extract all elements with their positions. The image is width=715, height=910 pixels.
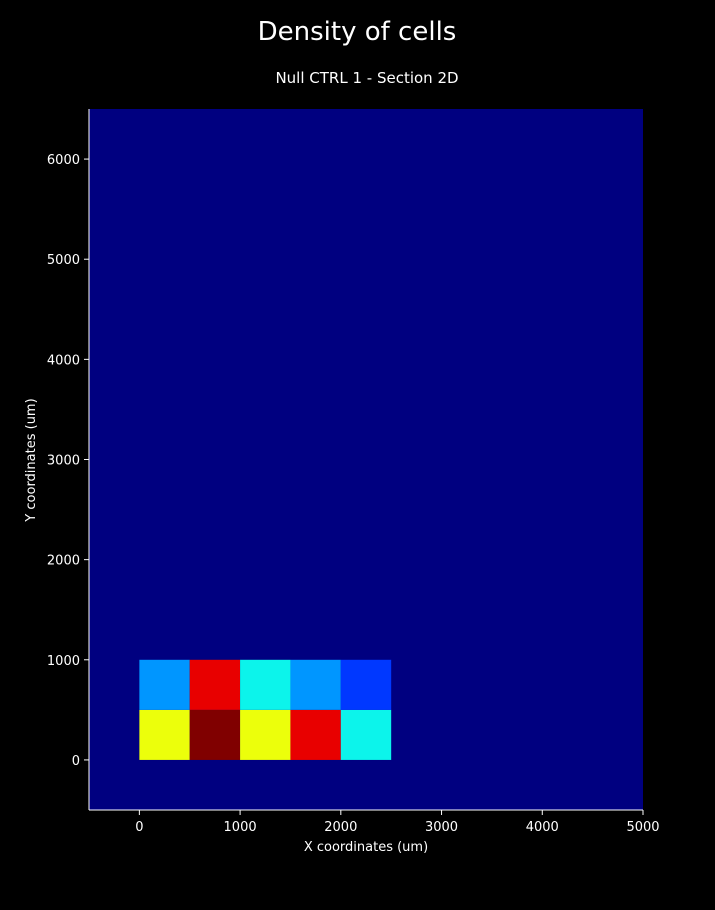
y-tick-label: 6000	[47, 153, 80, 168]
heatmap-cell	[139, 710, 189, 760]
x-tick-label: 0	[135, 820, 143, 835]
heatmap-cell	[240, 710, 290, 760]
chart-title: Density of cells	[258, 17, 457, 47]
x-tick-label: 1000	[224, 820, 257, 835]
heatmap-cell	[290, 710, 340, 760]
heatmap-cell	[290, 660, 340, 710]
y-axis-label: Y coordinates (um)	[24, 398, 39, 522]
heatmap-cell	[341, 660, 391, 710]
x-tick-label: 5000	[626, 820, 659, 835]
heatmap-cell	[341, 710, 391, 760]
y-tick-label: 0	[72, 754, 80, 769]
x-tick-label: 4000	[526, 820, 559, 835]
x-axis-label: X coordinates (um)	[304, 840, 428, 855]
y-tick-label: 1000	[47, 654, 80, 669]
y-tick-label: 4000	[47, 353, 80, 368]
y-tick-label: 2000	[47, 554, 80, 569]
x-tick-label: 3000	[425, 820, 458, 835]
heatmap-cell	[190, 710, 240, 760]
x-tick-label: 2000	[324, 820, 357, 835]
y-tick-label: 5000	[47, 253, 80, 268]
heatmap-cell	[240, 660, 290, 710]
heatmap-cell	[190, 660, 240, 710]
y-tick-label: 3000	[47, 454, 80, 469]
chart-subtitle: Null CTRL 1 - Section 2D	[275, 69, 458, 87]
heatmap-cell	[139, 660, 189, 710]
heatmap-cells	[139, 660, 391, 760]
